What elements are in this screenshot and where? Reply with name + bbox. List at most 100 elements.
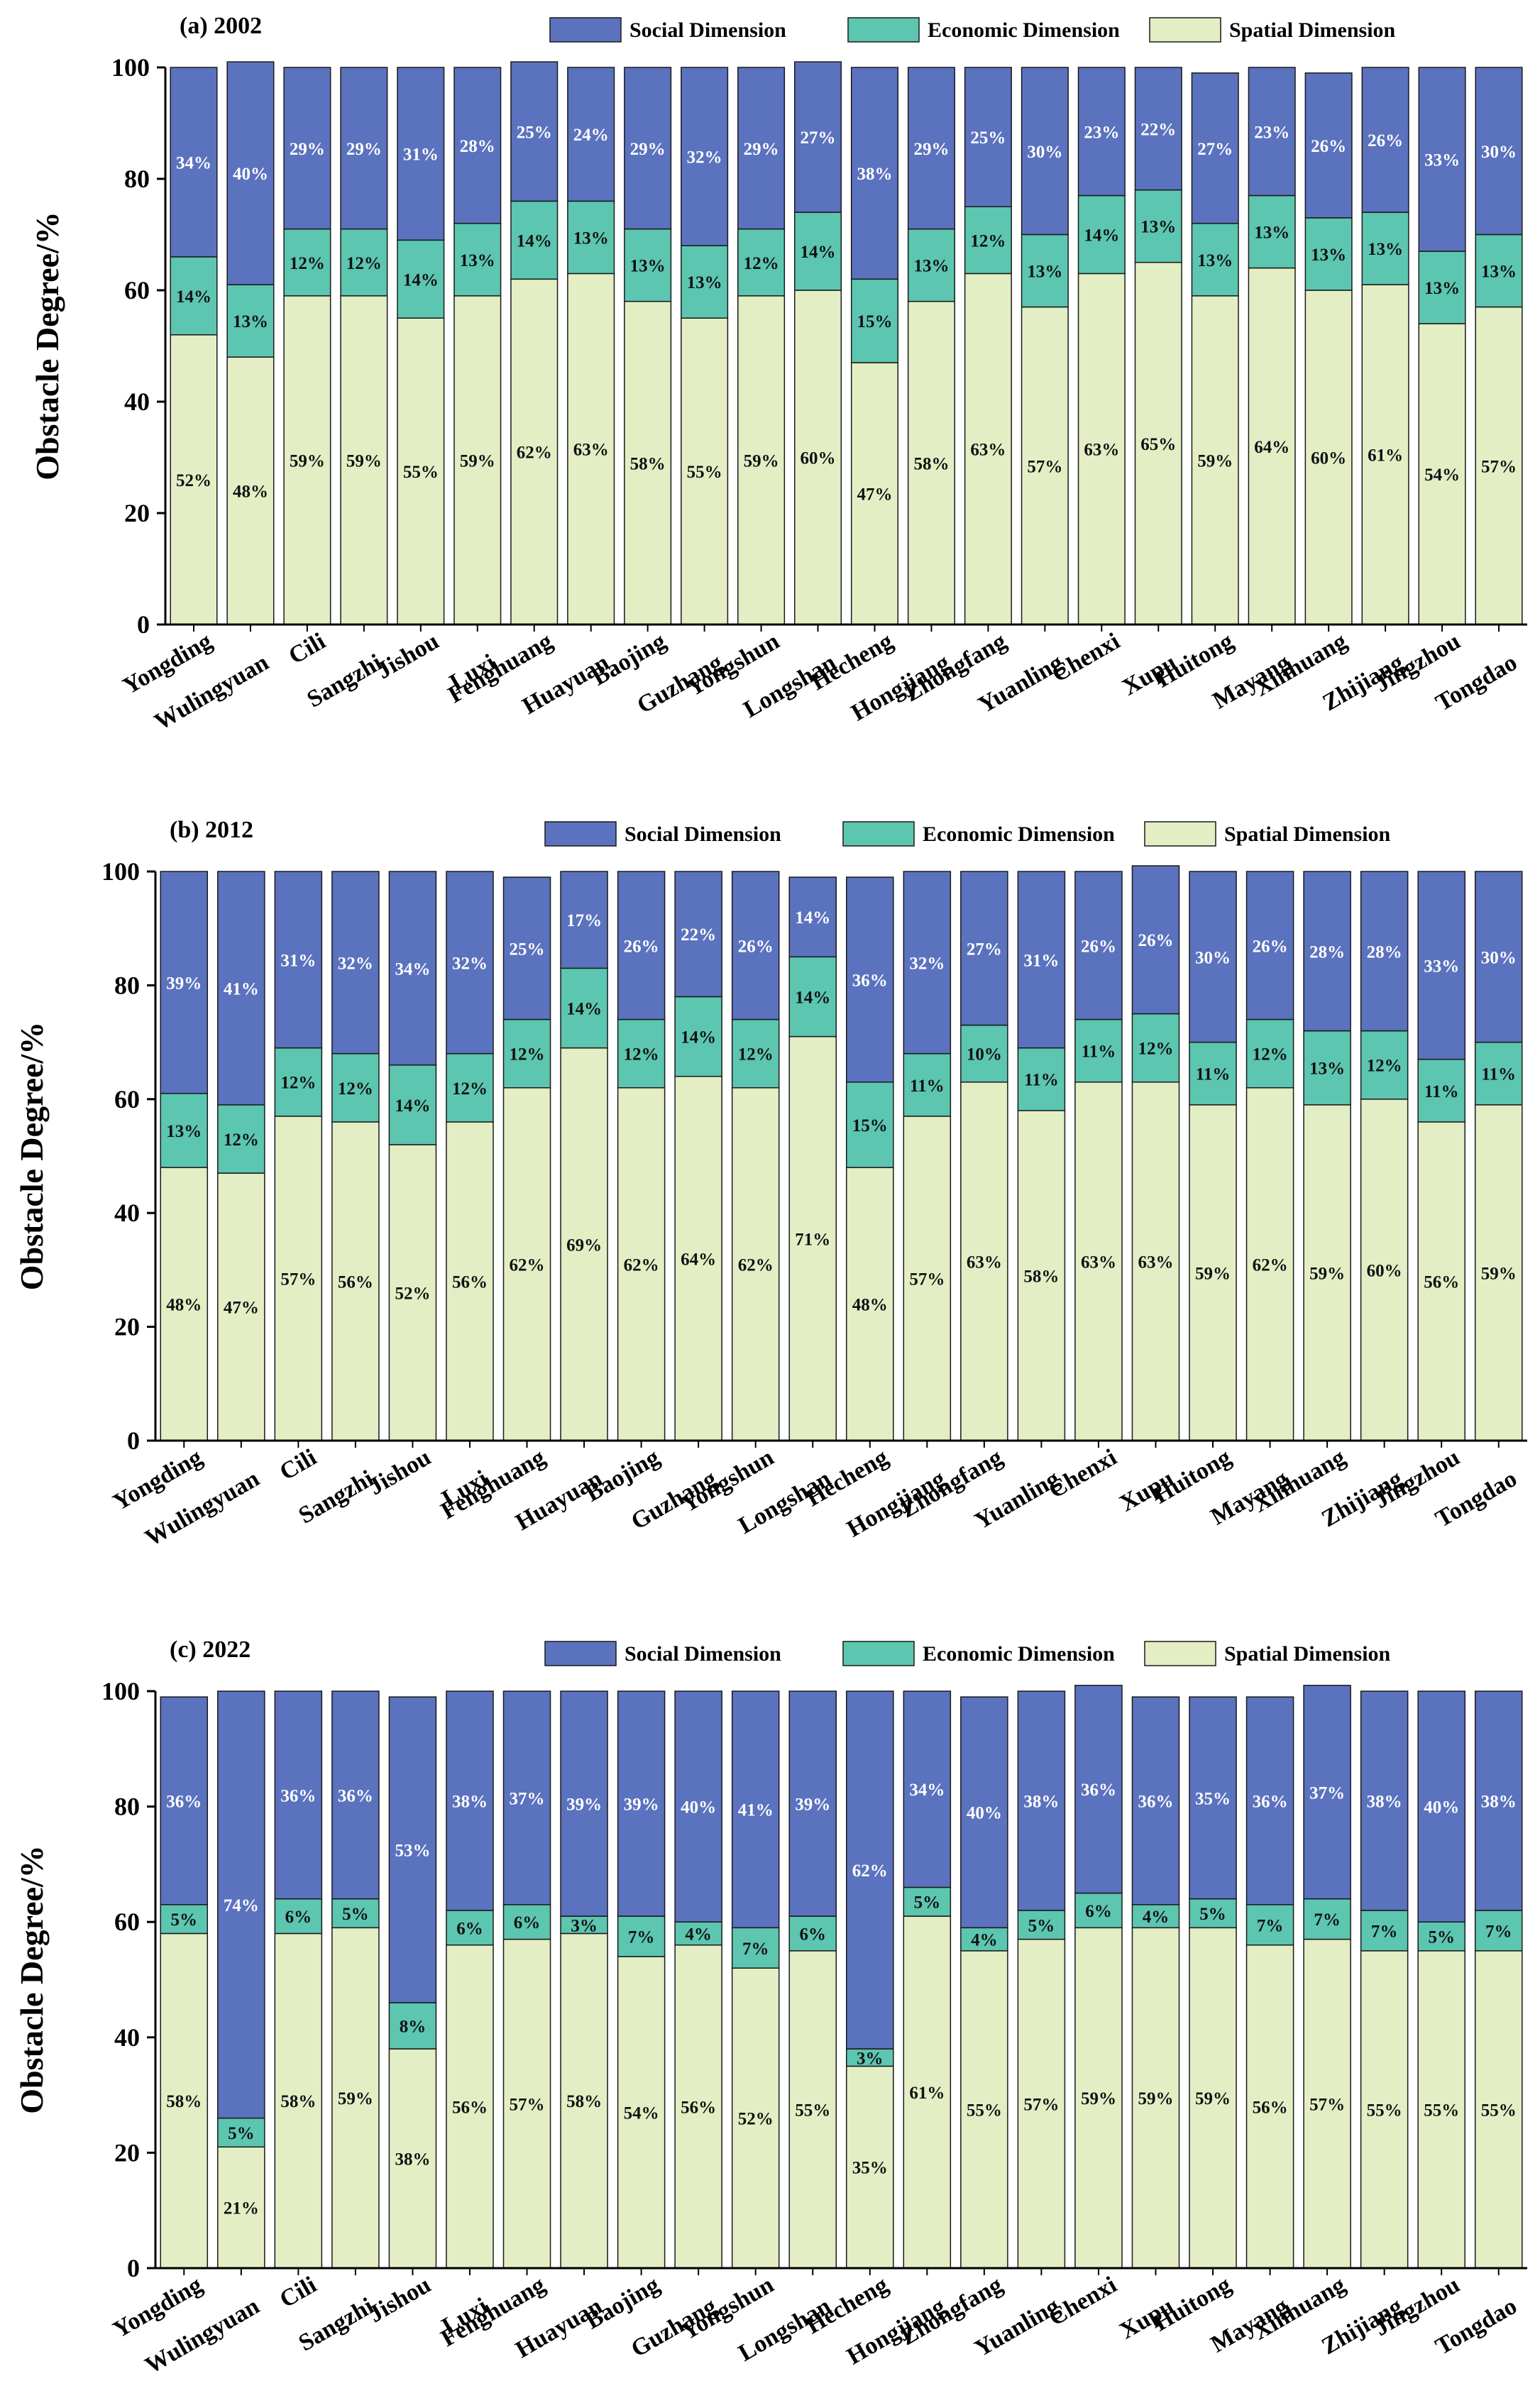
data-label-social-zhongfang: 40% (967, 1804, 1002, 1823)
data-label-social-tongdao: 30% (1481, 948, 1517, 967)
x-tick-label-chenxi: Chenxi (1044, 2272, 1121, 2331)
data-label-social-baojing: 29% (630, 140, 666, 159)
data-label-economic-hongjiang: 13% (913, 257, 949, 276)
bar-spatial-zhongfang (960, 1081, 1008, 1441)
bar-social-cili (283, 67, 331, 230)
data-label-economic-luxi: 12% (452, 1079, 488, 1099)
data-label-economic-hecheng: 15% (852, 1116, 888, 1135)
legend-swatch-social-dimension (544, 821, 617, 847)
bar-spatial-yongding (170, 334, 218, 625)
data-label-social-guzhang: 32% (687, 148, 722, 167)
data-label-spatial-jingzhou: 55% (1424, 2101, 1459, 2120)
bar-social-guzhang (674, 1690, 722, 1923)
data-label-economic-guzhang: 13% (687, 273, 722, 292)
bar-social-hongjiang (903, 871, 952, 1055)
bar-economic-xinhuang (1303, 1898, 1351, 1940)
data-label-spatial-hecheng: 35% (852, 2159, 888, 2178)
data-label-economic-cili: 12% (290, 254, 325, 273)
data-label-spatial-jingzhou: 54% (1424, 466, 1460, 485)
y-tick-label: 60 (114, 1085, 140, 1113)
data-label-economic-huayuan: 14% (566, 999, 602, 1018)
data-label-spatial-yongding: 58% (166, 2092, 202, 2111)
data-label-spatial-sangzhi: 59% (338, 2089, 373, 2108)
data-label-spatial-yongding: 48% (166, 1296, 202, 1315)
bar-spatial-baojing (617, 1956, 666, 2269)
bar-social-yongding (160, 1696, 209, 1905)
data-label-social-jingzhou: 40% (1424, 1798, 1459, 1817)
data-label-spatial-hecheng: 47% (857, 485, 892, 505)
data-label-spatial-yongding: 52% (176, 471, 211, 490)
data-label-economic-zhongfang: 10% (967, 1045, 1002, 1065)
data-label-social-hecheng: 38% (857, 165, 892, 184)
data-label-economic-wulingyuan: 12% (224, 1131, 259, 1150)
bars: 52% 14% 34% 48% 13% 40% 59% 12% 29% 59% 12% 29% 55% 1… (170, 61, 1523, 625)
x-tick-label-chenxi: Chenxi (1044, 1444, 1121, 1504)
bar-spatial-luxi (446, 1121, 494, 1441)
data-label-spatial-sangzhi: 59% (346, 451, 382, 471)
y-tick-label: 40 (114, 1199, 140, 1227)
bar-spatial-baojing (624, 300, 672, 625)
bar-social-yuanling (1017, 871, 1066, 1049)
bar-spatial-huayuan (560, 1932, 608, 2269)
data-label-social-yongding: 36% (166, 1792, 202, 1811)
data-label-spatial-zhijiang: 60% (1367, 1261, 1402, 1280)
data-label-social-fenghuang: 37% (510, 1789, 545, 1808)
legend-label-spatial-dimension: Spatial Dimension (1224, 823, 1391, 846)
bar-economic-zhijiang (1360, 1910, 1409, 1952)
data-label-spatial-chenxi: 59% (1081, 2089, 1116, 2108)
bar-spatial-jingzhou (1417, 1121, 1465, 1441)
data-label-social-zhijiang: 38% (1367, 1792, 1402, 1811)
bar-social-zhongfang (960, 871, 1008, 1026)
data-label-social-chenxi: 36% (1081, 1781, 1116, 1800)
data-label-economic-luxi: 6% (456, 1919, 483, 1938)
data-label-spatial-wulingyuan: 47% (224, 1299, 259, 1318)
data-label-spatial-hongjiang: 57% (909, 1270, 945, 1289)
bar-economic-huayuan (560, 1915, 608, 1935)
bar-social-huitong (1191, 72, 1239, 224)
data-label-economic-xupu: 12% (1138, 1040, 1173, 1059)
bar-spatial-xupu (1131, 1081, 1180, 1441)
data-label-spatial-longshan: 60% (801, 449, 836, 468)
bar-social-zhongfang (960, 1696, 1008, 1929)
data-label-social-longshan: 39% (795, 1795, 830, 1815)
data-label-economic-yongshun: 12% (744, 254, 779, 273)
y-tick-label: 60 (124, 276, 150, 304)
bars: 48% 13% 39% 47% 12% 41% 57% 12% 31% 56% 12% 32% 52% 1… (160, 865, 1523, 1441)
data-label-spatial-tongdao: 57% (1481, 457, 1517, 476)
data-label-spatial-longshan: 55% (795, 2101, 830, 2120)
x-tick-label-jishou: Jishou (372, 628, 443, 684)
bar-economic-guzhang (674, 1921, 722, 1946)
legend-label-social-dimension: Social Dimension (629, 18, 786, 42)
data-label-social-mayang: 36% (1253, 1792, 1288, 1811)
data-label-spatial-zhongfang: 63% (967, 1253, 1002, 1272)
data-label-economic-zhijiang: 13% (1368, 240, 1403, 259)
data-label-social-jingzhou: 33% (1424, 151, 1460, 170)
data-label-social-sangzhi: 32% (338, 954, 373, 973)
data-label-economic-jingzhou: 5% (1428, 1928, 1455, 1947)
data-label-economic-chenxi: 6% (1085, 1902, 1112, 1921)
data-label-economic-huitong: 5% (1199, 1905, 1226, 1924)
data-label-economic-wulingyuan: 5% (228, 2124, 255, 2143)
bar-spatial-baojing (617, 1087, 666, 1441)
bar-social-baojing (624, 67, 672, 230)
bar-social-yongding (160, 871, 209, 1094)
legend-label-spatial-dimension: Spatial Dimension (1229, 18, 1396, 42)
data-label-economic-fenghuang: 12% (510, 1045, 545, 1065)
bar-economic-tongdao (1475, 233, 1523, 308)
data-label-spatial-baojing: 54% (624, 2103, 659, 2123)
bar-economic-guzhang (674, 996, 722, 1077)
data-label-spatial-cili: 59% (290, 451, 325, 471)
data-label-social-huayuan: 17% (566, 911, 602, 930)
data-label-spatial-wulingyuan: 48% (233, 483, 268, 502)
bar-social-xupu (1134, 67, 1182, 191)
bar-social-yuanling (1021, 67, 1069, 236)
bar-economic-guzhang (681, 245, 729, 319)
data-label-economic-sangzhi: 5% (342, 1905, 369, 1924)
bar-spatial-yuanling (1017, 1938, 1066, 2269)
bar-social-tongdao (1474, 871, 1523, 1043)
bar-economic-wulingyuan (226, 284, 275, 358)
data-label-economic-guzhang: 14% (681, 1028, 716, 1047)
bar-economic-huitong (1189, 1041, 1237, 1106)
bar-economic-fenghuang (502, 1904, 551, 1940)
